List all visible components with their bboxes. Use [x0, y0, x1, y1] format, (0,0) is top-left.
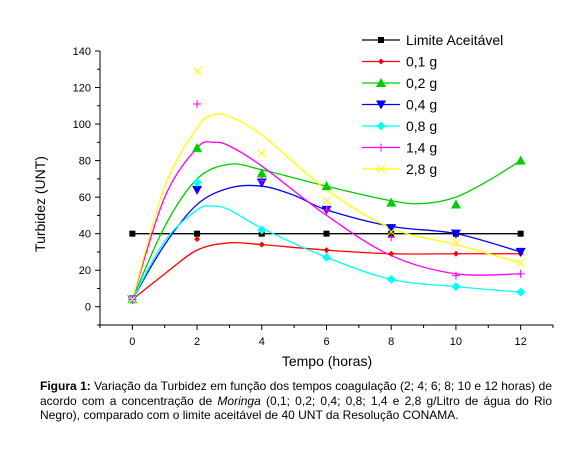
x-tick-label: 0 [129, 336, 135, 348]
caption-text-1: Variação da Turbidez em função dos tempo… [40, 379, 553, 408]
legend-marker-1 [378, 58, 384, 65]
data-point-6-2 [257, 148, 267, 158]
series-line-5 [131, 141, 521, 300]
legend-marker-4 [376, 121, 386, 131]
y-tick-label: 20 [79, 265, 91, 277]
y-axis-label: Turbidez (UNT) [32, 156, 48, 252]
series-line-6 [131, 113, 521, 300]
data-point-1-1 [194, 236, 201, 243]
legend-marker-3 [376, 100, 386, 110]
series-markers [127, 66, 526, 305]
caption-label: Figura 1: [40, 379, 91, 393]
data-point-0-0 [129, 230, 136, 237]
series-line-1 [131, 241, 521, 300]
data-point-3-5 [450, 229, 461, 239]
y-tick-label: 80 [79, 156, 91, 168]
data-point-5-3 [322, 205, 331, 214]
legend-label-0: Limite Aceitável [406, 32, 503, 48]
data-point-2-4 [386, 197, 397, 207]
caption-text-2: (0,1; 0,2; 0,4; 0,8; 1,4 e 2,8 g/Litro d… [40, 393, 552, 423]
x-tick-label: 6 [323, 336, 329, 348]
y-tick-label: 0 [85, 302, 91, 314]
data-point-4-1 [192, 178, 202, 188]
y-tick-label: 100 [73, 119, 91, 131]
data-point-6-0 [128, 295, 137, 304]
x-tick-label: 2 [194, 336, 200, 348]
data-point-3-4 [386, 224, 397, 234]
data-point-1-2 [258, 241, 265, 248]
caption-italic: Moringa [217, 393, 261, 408]
x-axis-label: Tempo (horas) [282, 353, 372, 369]
y-tick-label: 60 [79, 192, 91, 204]
data-point-2-3 [321, 181, 332, 191]
legend-marker-6 [376, 164, 386, 174]
series-line-4 [131, 205, 521, 300]
data-point-6-1 [192, 66, 202, 76]
figure-caption: Figura 1: Variação da Turbidez em função… [40, 379, 552, 423]
data-point-0-6 [517, 230, 524, 237]
data-point-5-2 [257, 176, 266, 185]
data-point-6-5 [451, 238, 461, 248]
legend-marker-0 [378, 37, 384, 43]
series-line-3 [131, 184, 521, 300]
legend-label-3: 0,4 g [406, 97, 437, 113]
data-point-1-4 [388, 250, 395, 257]
legend-marker-2 [376, 78, 386, 87]
legend-label-4: 0,8 g [406, 118, 437, 134]
legend-label-5: 1,4 g [406, 140, 437, 156]
data-point-4-4 [386, 274, 396, 284]
data-point-3-1 [192, 185, 203, 195]
data-point-6-6 [516, 258, 525, 268]
data-point-4-2 [257, 225, 267, 235]
legend-marker-5 [377, 143, 385, 152]
x-tick-label: 12 [515, 336, 527, 348]
y-tick-label: 120 [73, 83, 91, 95]
data-point-5-5 [451, 271, 460, 280]
y-tick-label: 140 [73, 46, 91, 58]
data-point-2-6 [515, 155, 526, 165]
data-point-6-4 [386, 227, 396, 237]
data-point-2-5 [450, 199, 461, 209]
data-point-1-5 [452, 250, 459, 257]
data-point-1-3 [323, 247, 330, 254]
x-tick-label: 10 [450, 336, 462, 348]
data-point-5-1 [193, 99, 202, 108]
legend-label-1: 0,1 g [406, 54, 437, 70]
data-point-5-4 [387, 233, 396, 242]
data-point-4-6 [516, 287, 526, 297]
legend: Limite Aceitável 0,1 g 0,2 g 0,4 g 0,8 g 1,4 … [362, 32, 503, 177]
data-point-5-6 [516, 269, 525, 278]
series-curves [131, 113, 521, 300]
data-point-4-5 [451, 282, 461, 292]
legend-label-2: 0,2 g [406, 75, 437, 91]
data-point-0-1 [194, 230, 201, 237]
data-point-2-2 [256, 168, 267, 178]
y-tick-label: 40 [79, 229, 91, 241]
data-point-4-3 [322, 252, 331, 262]
legend-label-6: 2,8 g [406, 161, 437, 177]
data-point-3-6 [515, 247, 526, 257]
x-tick-label: 4 [259, 336, 265, 348]
data-point-6-3 [322, 196, 331, 206]
x-tick-label: 8 [388, 336, 394, 348]
data-point-0-3 [323, 230, 330, 237]
data-point-2-1 [192, 142, 203, 152]
